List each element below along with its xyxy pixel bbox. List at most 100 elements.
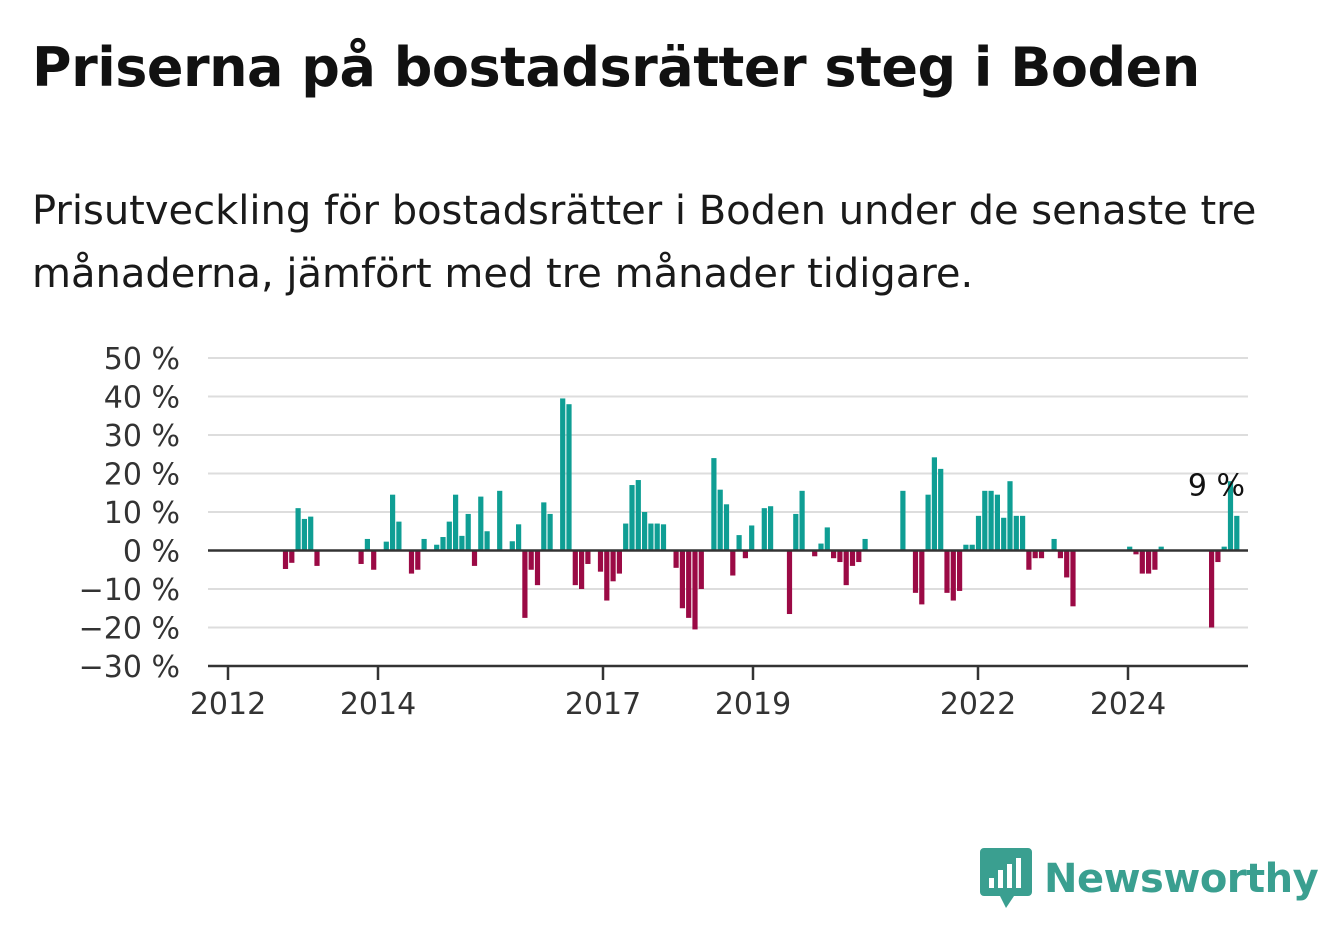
x-tick-label: 2014	[340, 687, 416, 722]
bar	[289, 550, 295, 563]
bar	[1139, 550, 1145, 574]
bar	[1057, 550, 1063, 559]
bar	[434, 544, 440, 551]
bar	[534, 550, 541, 586]
newsworthy-logo: Newsworthy	[980, 848, 1319, 910]
bar	[465, 513, 471, 551]
bar	[635, 480, 641, 551]
bar	[730, 550, 736, 576]
bar	[1234, 515, 1240, 551]
bar	[421, 538, 427, 551]
y-tick-label: 20 %	[104, 458, 180, 493]
labels: 50 % 40 %30 % 20 %10 % 0 %−10 % −20 %−30 % 20…	[79, 342, 1245, 722]
bar	[314, 550, 320, 566]
bar	[988, 490, 994, 551]
bar	[1026, 550, 1032, 570]
bar	[566, 404, 572, 551]
bar	[799, 490, 805, 551]
bar	[383, 541, 389, 551]
bar	[950, 550, 956, 601]
x-tick-label: 2012	[190, 687, 266, 722]
bar	[560, 398, 566, 551]
bars	[282, 398, 1240, 630]
bar	[1032, 550, 1038, 559]
bar	[786, 550, 793, 615]
bar	[471, 550, 478, 566]
bar	[415, 550, 421, 570]
bar	[711, 458, 717, 551]
y-tick-label: −30 %	[79, 650, 180, 685]
brand-name: Newsworthy	[1044, 856, 1319, 902]
axes	[208, 549, 1248, 680]
bar	[295, 508, 301, 551]
bar	[572, 550, 578, 586]
bar	[408, 550, 415, 574]
bar	[812, 550, 818, 557]
bar	[604, 550, 610, 601]
bar	[616, 550, 622, 574]
bar	[371, 550, 377, 570]
bar	[610, 550, 616, 582]
bar	[642, 512, 648, 551]
y-tick-label: 10 %	[104, 496, 180, 531]
bar	[541, 502, 547, 551]
bar	[925, 494, 931, 551]
chart-title: Priserna på bostadsrätter steg i Boden	[32, 36, 1200, 99]
bar	[919, 550, 925, 605]
bar	[1038, 550, 1045, 559]
bar	[957, 550, 963, 591]
bar	[1051, 538, 1057, 551]
bar	[1133, 550, 1139, 555]
bar	[629, 485, 635, 551]
bar	[597, 550, 604, 572]
y-tick-label: 0 %	[123, 535, 180, 570]
bar	[1152, 550, 1158, 570]
bar	[1221, 546, 1227, 551]
bar	[390, 494, 396, 551]
bar	[585, 550, 591, 564]
x-tick-label: 2022	[940, 687, 1016, 722]
bar	[969, 544, 975, 551]
bar-chart: 50 % 40 %30 % 20 %10 % 0 %−10 % −20 %−30 % 20…	[79, 342, 1248, 722]
bar	[938, 468, 944, 551]
bar	[856, 550, 862, 563]
y-tick-label: −20 %	[79, 612, 180, 647]
bar	[1020, 515, 1026, 551]
bar	[749, 525, 755, 551]
bar	[1127, 546, 1133, 551]
bar	[1001, 517, 1007, 551]
bar	[761, 508, 767, 551]
y-tick-label: 40 %	[104, 381, 180, 416]
bar	[282, 550, 289, 569]
bar	[459, 535, 465, 551]
last-value-label: 9 %	[1188, 469, 1245, 504]
bar	[396, 521, 402, 551]
bar	[931, 457, 937, 551]
bar	[509, 541, 515, 551]
y-tick-label: 50 %	[104, 342, 180, 377]
y-tick-label: −10 %	[79, 573, 180, 608]
bar	[912, 550, 919, 593]
bar	[301, 518, 307, 551]
bar	[673, 550, 679, 568]
bar	[1209, 550, 1215, 628]
bar	[849, 550, 856, 566]
bar	[522, 550, 528, 618]
bar	[364, 538, 370, 551]
newsworthy-logo-icon	[980, 848, 1032, 908]
bar	[818, 543, 824, 551]
bar	[1013, 515, 1019, 551]
bar	[484, 531, 490, 551]
bar	[308, 516, 314, 551]
bar	[736, 535, 742, 551]
bar	[358, 550, 364, 564]
y-tick-label: 30 %	[104, 419, 180, 454]
bar	[1007, 481, 1013, 551]
bar	[843, 550, 849, 586]
bar	[1070, 550, 1076, 607]
bar	[446, 521, 452, 551]
bar	[453, 494, 459, 551]
bar	[1227, 481, 1234, 551]
bar	[579, 550, 585, 589]
bar	[723, 504, 730, 551]
